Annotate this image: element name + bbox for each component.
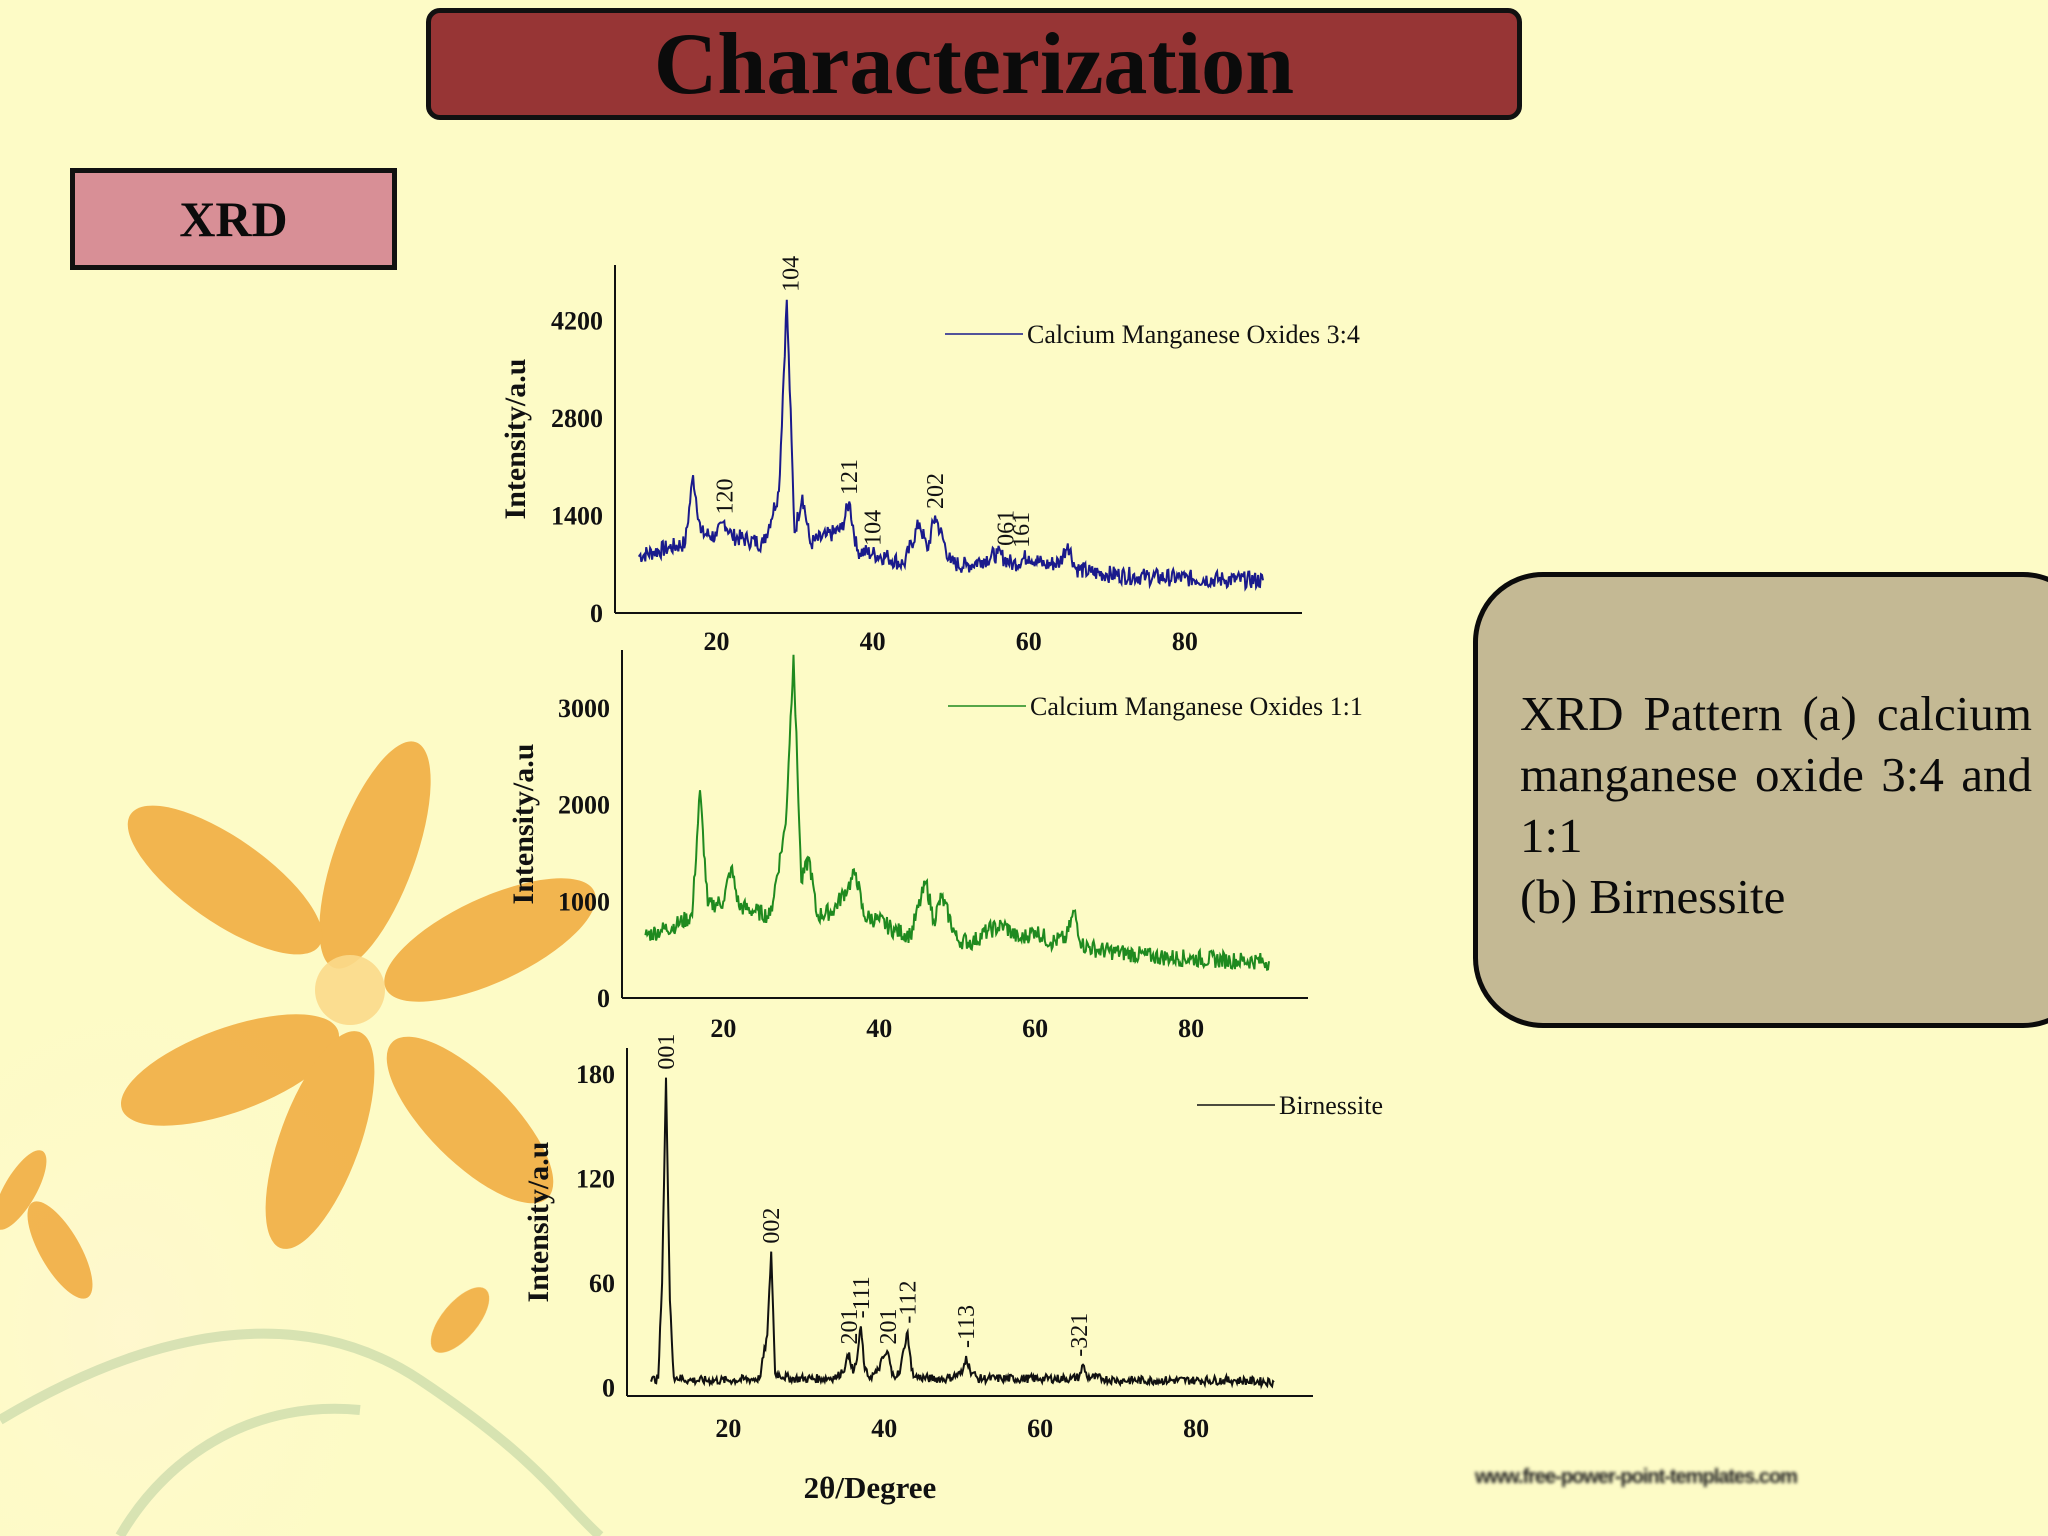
legend-label: Birnessite [1279,1091,1383,1120]
peak-label: -113 [954,1305,980,1348]
caption-line-1: XRD Pattern (a) calcium manganese oxide … [1520,686,2032,863]
x-tick-label: 40 [866,1014,892,1043]
peak-label: 161 [1009,512,1035,548]
y-tick-label: 0 [597,984,610,1013]
peak-label: 201 [876,1309,902,1345]
x-tick-label: 60 [1027,1414,1053,1443]
x-tick-label: 80 [1183,1414,1209,1443]
x-tick-label: 40 [871,1414,897,1443]
y-tick-label: 0 [590,599,603,628]
x-tick-label: 60 [1022,1014,1048,1043]
x-tick-label: 80 [1178,1014,1204,1043]
peak-label: 202 [923,473,949,509]
x-axis-label: 2θ/Degree [804,1470,937,1505]
footer-url: www.free-power-point-templates.com [1475,1466,1798,1488]
caption-line-2: (b) Birnessite [1520,869,1786,924]
y-tick-label: 1000 [558,887,610,916]
peak-label: 104 [779,256,805,292]
section-label: XRD [179,191,288,247]
section-label-box: XRD [70,168,397,270]
y-tick-label: 1400 [551,502,603,531]
caption-text: XRD Pattern (a) calcium manganese oxide … [1520,683,2032,927]
slide-title: Characterization [653,15,1295,113]
slide-title-banner: Characterization [426,8,1522,120]
x-tick-label: 20 [710,1014,736,1043]
y-tick-label: 120 [576,1165,615,1194]
series-line [638,299,1264,592]
peak-label: 120 [712,479,738,515]
peak-label: 002 [759,1208,785,1244]
chart-3: 20 40 60 80 0 60 120 180 Intensity/a.u 2θ/Degree B… [522,1034,1383,1505]
y-tick-label: 2800 [551,404,603,433]
y-tick-label: 0 [602,1373,615,1402]
peak-label: -112 [896,1281,922,1324]
legend-label: Calcium Manganese Oxides 1:1 [1030,692,1363,721]
y-axis-label: Intensity/a.u [522,1142,555,1303]
x-tick-label: 40 [860,627,886,656]
y-axis-label: Intensity/a.u [499,359,532,520]
chart-2: 20 40 60 80 0 1000 2000 3000 Intensity/a.u Calciu… [507,650,1363,1043]
peak-label: -111 [849,1276,875,1318]
y-tick-label: 180 [576,1060,615,1089]
chart-1: 20 40 60 80 0 1400 2800 4200 Intensity/a.u Calciu… [499,256,1360,656]
legend-label: Calcium Manganese Oxides 3:4 [1027,320,1360,349]
series-line [650,1077,1275,1390]
y-tick-label: 3000 [558,694,610,723]
peak-label: 201 [837,1309,863,1345]
peak-label: 104 [861,510,887,546]
x-tick-label: 20 [715,1414,741,1443]
x-tick-label: 20 [703,627,729,656]
series-line [644,654,1270,972]
y-tick-label: 4200 [551,307,603,336]
y-tick-label: 60 [589,1269,615,1298]
peak-label: 121 [837,459,863,495]
y-axis-label: Intensity/a.u [507,744,540,905]
x-tick-label: 60 [1016,627,1042,656]
x-tick-label: 80 [1172,627,1198,656]
peak-label: 061 [993,510,1019,546]
y-tick-label: 2000 [558,791,610,820]
peak-label: 001 [654,1034,680,1070]
peak-label: -321 [1067,1313,1093,1357]
caption-box: XRD Pattern (a) calcium manganese oxide … [1473,572,2048,1028]
